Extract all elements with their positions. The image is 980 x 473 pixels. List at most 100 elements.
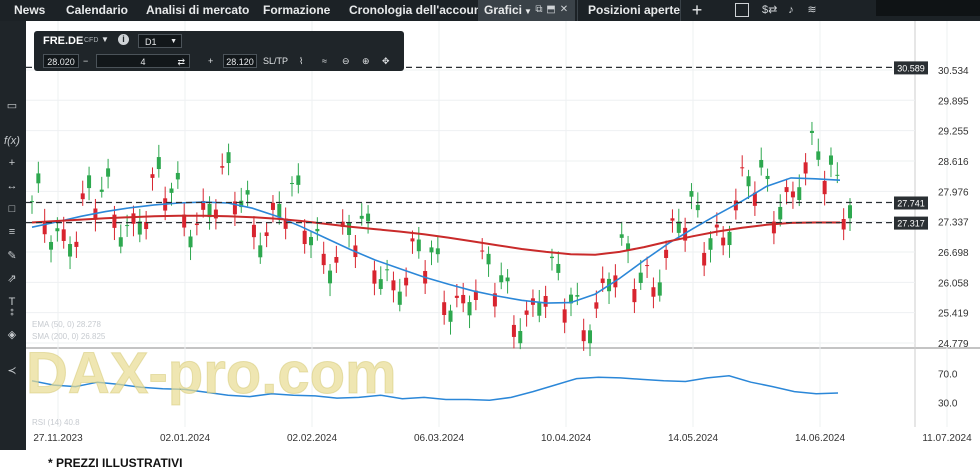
candle-body (144, 221, 149, 230)
candle-body (492, 293, 497, 307)
share-icon[interactable]: ≺ (7, 365, 17, 377)
candle-body (486, 253, 491, 265)
nav-calendario[interactable]: Calendario (66, 3, 129, 17)
timeframe-select[interactable]: D1 ▼ (138, 34, 182, 48)
candle-body (30, 201, 34, 203)
chart-type-icon[interactable]: ≈ (322, 56, 327, 66)
candle-body (347, 222, 352, 235)
tab-grafici-label: Grafici (484, 3, 523, 17)
candle-body (848, 205, 852, 219)
candle-body (397, 291, 402, 305)
candle-body (378, 279, 383, 289)
candle-body (499, 275, 504, 283)
fibonacci-icon[interactable]: ≡ (8, 226, 16, 238)
nav-cronologia-account[interactable]: Cronologia dell'account (349, 3, 486, 17)
layout-icon[interactable] (735, 3, 749, 17)
candle-body (588, 330, 593, 344)
wifi-icon: ≋ (807, 4, 817, 16)
symbol-name[interactable]: FRE.DE (43, 35, 84, 47)
function-icon[interactable]: f(x) (4, 135, 20, 147)
zoom-in-icon[interactable]: ⊕ (362, 56, 370, 66)
arrow-icon[interactable]: ⇗ (7, 273, 17, 285)
nav-news[interactable]: News (14, 3, 46, 17)
candle-body (239, 200, 244, 208)
ema-indicator-label[interactable]: EMA (50, 0) 28.278 (32, 320, 101, 329)
monitor-icon[interactable]: ▭ (6, 100, 18, 112)
candle-body (480, 250, 485, 252)
price-level-tag[interactable] (894, 61, 928, 75)
date-tick-label: 10.04.2024 (541, 433, 591, 444)
currency-exchange-icon[interactable]: $⇄ (762, 4, 778, 16)
quantity-field[interactable]: 4 ⇄ (96, 54, 190, 68)
chevron-down-icon[interactable]: ▼ (101, 35, 109, 44)
bid-price[interactable]: 28.020 (43, 54, 79, 68)
candle-body (461, 294, 466, 304)
price-level-label: 27.317 (897, 219, 925, 229)
candle-body (511, 324, 516, 337)
add-tab-button[interactable]: + (691, 0, 703, 20)
candle-body (619, 234, 624, 238)
sma-indicator-label[interactable]: SMA (200, 0) 26.825 (32, 332, 106, 341)
candle-body (467, 302, 472, 316)
horizontal-line-icon[interactable]: ↔ (6, 180, 18, 192)
candle-body (689, 191, 694, 197)
candle-body (99, 189, 104, 192)
price-chart[interactable]: 30.589 27.741 27.317 30.534 29.895 29.255 28.… (26, 21, 980, 450)
move-icon[interactable]: ✥ (382, 56, 390, 66)
timeframe-value: D1 (145, 37, 157, 47)
account-panel[interactable] (876, 0, 980, 16)
swap-icon[interactable]: ⇄ (177, 57, 185, 67)
object-tree-icon[interactable]: ⦂ (10, 306, 14, 318)
candle-body (733, 200, 738, 211)
price-tick-label: 27.976 (938, 187, 969, 198)
candle-body (131, 213, 136, 224)
chevron-down-icon[interactable]: ▼ (524, 7, 532, 16)
candle-body (296, 175, 301, 185)
candle-body (391, 280, 396, 291)
nav-formazione[interactable]: Formazione (263, 3, 331, 17)
tab-posizioni-aperte[interactable]: Posizioni aperte (577, 0, 681, 21)
candle-body (410, 238, 415, 242)
price-level-label: 27.741 (897, 198, 925, 208)
candle-body (651, 287, 656, 297)
popout-icon[interactable]: ⧉ (535, 4, 543, 15)
ask-price[interactable]: 28.120 (223, 54, 257, 68)
candle-body (645, 265, 650, 267)
candle-body (416, 239, 421, 252)
date-tick-label: 14.05.2024 (668, 433, 718, 444)
trend-icon[interactable]: ⌇ (299, 56, 304, 66)
layers-icon[interactable]: ◈ (7, 329, 17, 341)
close-icon[interactable]: ✕ (559, 4, 569, 15)
candle-body (746, 176, 751, 187)
zoom-out-icon[interactable]: ⊖ (342, 56, 350, 66)
candle-body (182, 214, 187, 228)
candle-body (232, 201, 237, 215)
detach-icon[interactable]: ⬒ (546, 4, 556, 15)
volume-icon[interactable]: ♪ (788, 4, 794, 16)
price-level-tag[interactable] (894, 216, 928, 230)
candle-body (797, 187, 802, 201)
rectangle-icon[interactable]: □ (8, 203, 16, 215)
info-icon[interactable]: i (118, 34, 129, 45)
minus-icon[interactable]: − (83, 56, 89, 66)
price-level-tag[interactable] (894, 196, 928, 210)
candle-body (68, 244, 73, 257)
price-tick-label: 26.058 (938, 278, 969, 289)
date-tick-label: 02.01.2024 (160, 433, 210, 444)
pen-icon[interactable]: ✎ (7, 250, 17, 262)
chevron-down-icon[interactable]: ▼ (170, 38, 177, 45)
candle-body (721, 237, 726, 246)
price-tick-label: 29.895 (938, 96, 969, 107)
price-tick-label: 28.616 (938, 157, 969, 168)
tab-grafici[interactable]: Grafici ▼ (478, 0, 575, 21)
text-tool-icon[interactable]: T (8, 296, 16, 308)
rsi-indicator-label[interactable]: RSI (14) 40.8 (32, 418, 80, 427)
crosshair-icon[interactable]: + (8, 157, 16, 169)
nav-analisi-di-mercato[interactable]: Analisi di mercato (146, 3, 250, 17)
candle-body (568, 294, 573, 304)
candle-body (55, 228, 60, 232)
sltp-button[interactable]: SL/TP (263, 56, 289, 66)
plus-icon[interactable]: + (208, 56, 214, 66)
footer-note: * PREZZI ILLUSTRATIVI (48, 456, 183, 470)
chart-canvas[interactable]: 30.589 27.741 27.317 30.534 29.895 29.255 28.… (26, 21, 980, 450)
